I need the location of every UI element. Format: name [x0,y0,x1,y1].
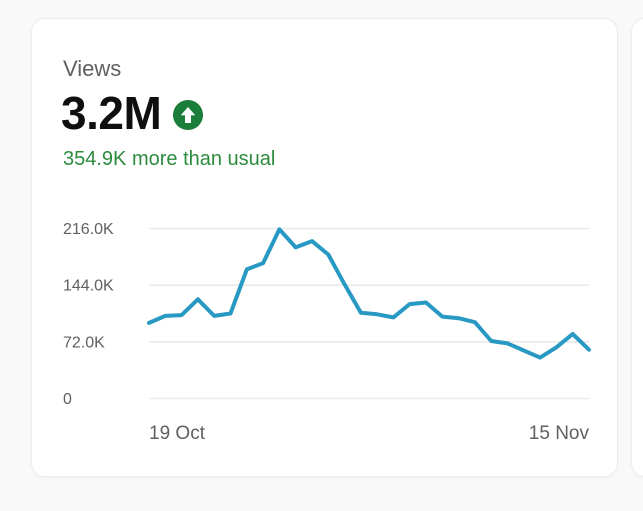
chart-wrap: 216.0K 144.0K 72.0K 0 19 Oct 15 Nov [58,214,593,451]
card-title: Views [63,56,122,81]
neighbor-card-edge[interactable] [631,18,643,477]
y-tick-label: 216.0K [63,221,114,238]
metric-row: 3.2M [61,87,204,139]
trend-badge [173,99,204,130]
metric-value: 3.2M [61,87,162,139]
x-tick-label: 19 Oct [149,423,206,444]
up-arrow-icon [181,106,196,123]
views-analytics-card[interactable]: Views 3.2M 354.9K more than usual 216.0K… [31,18,618,477]
x-tick-label: 15 Nov [529,423,590,444]
delta-text: 354.9K more than usual [63,148,276,170]
y-tick-label: 144.0K [63,278,114,295]
views-chart[interactable]: 216.0K 144.0K 72.0K 0 19 Oct 15 Nov [58,214,593,446]
views-line-series [147,227,591,360]
y-tick-label: 72.0K [63,334,105,351]
y-tick-label: 0 [63,391,72,408]
